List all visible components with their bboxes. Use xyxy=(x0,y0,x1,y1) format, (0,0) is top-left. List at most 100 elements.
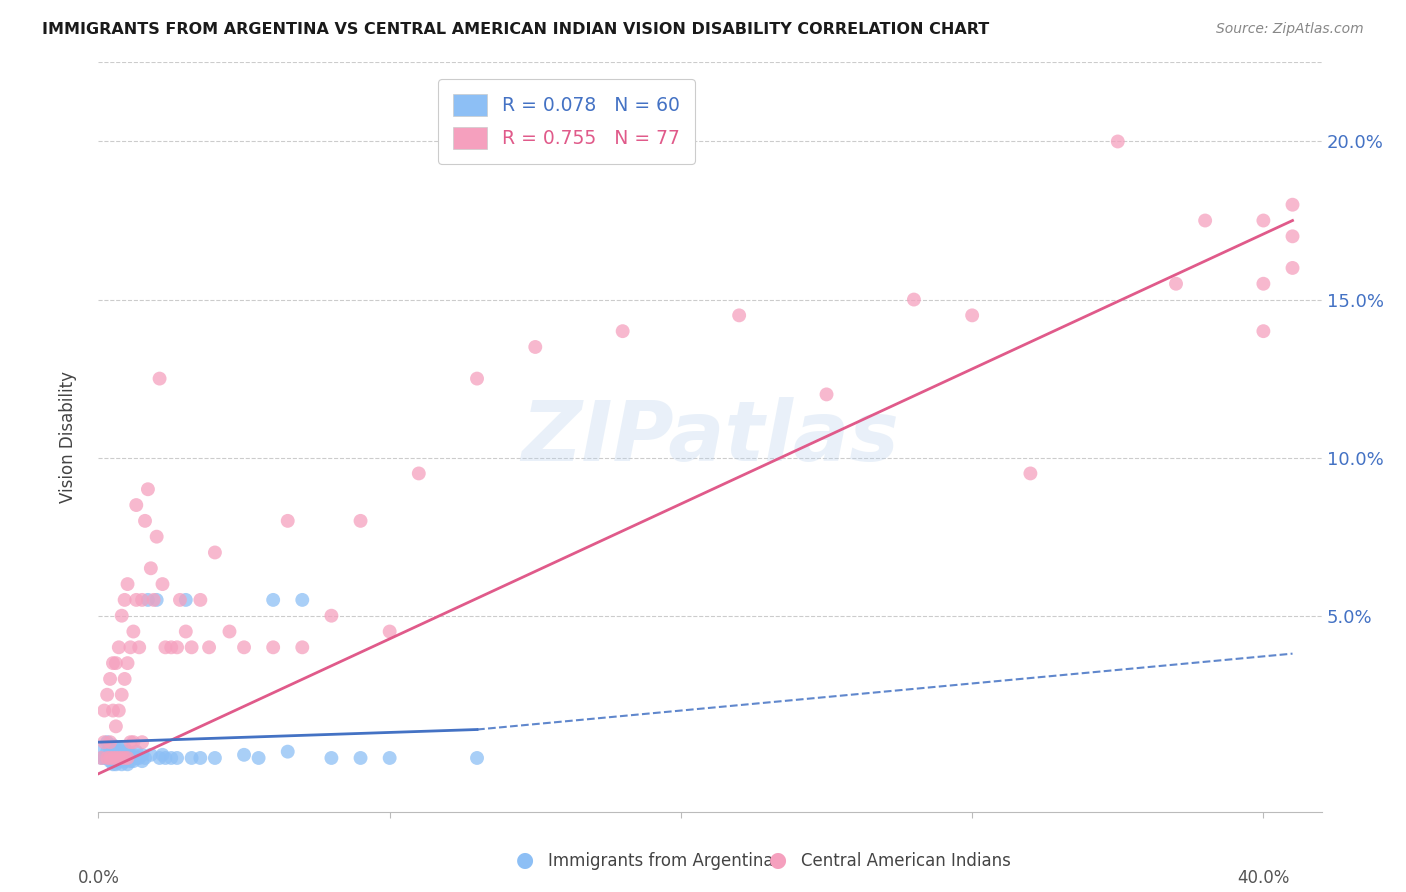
Point xyxy=(111,751,134,765)
Point xyxy=(321,751,343,765)
Point xyxy=(160,751,183,765)
Point xyxy=(96,688,118,702)
Point xyxy=(349,751,371,765)
Point xyxy=(728,309,751,323)
Text: Immigrants from Argentina: Immigrants from Argentina xyxy=(548,852,773,870)
Legend: R = 0.078   N = 60, R = 0.755   N = 77: R = 0.078 N = 60, R = 0.755 N = 77 xyxy=(439,79,695,164)
Point xyxy=(134,751,156,765)
Point xyxy=(131,754,153,768)
Point xyxy=(108,754,131,768)
Point xyxy=(114,593,136,607)
Point xyxy=(114,754,136,768)
Point xyxy=(117,751,139,765)
Point xyxy=(145,530,167,544)
Point xyxy=(155,751,177,765)
Point xyxy=(1019,467,1042,481)
Point xyxy=(125,751,148,765)
Point xyxy=(128,751,150,765)
Point xyxy=(104,719,127,733)
Point xyxy=(104,757,127,772)
Point xyxy=(1253,324,1275,338)
Point xyxy=(93,751,115,765)
Point xyxy=(142,593,165,607)
Point xyxy=(903,293,925,307)
Point xyxy=(120,735,142,749)
Point xyxy=(104,747,127,762)
Point xyxy=(114,747,136,762)
Point xyxy=(108,751,131,765)
Point xyxy=(233,747,256,762)
Point xyxy=(125,498,148,512)
Text: ●: ● xyxy=(769,850,787,870)
Point xyxy=(120,747,142,762)
Point xyxy=(96,745,118,759)
Point xyxy=(120,754,142,768)
Point xyxy=(378,624,401,639)
Point xyxy=(524,340,547,354)
Text: 40.0%: 40.0% xyxy=(1237,869,1289,887)
Point xyxy=(204,545,226,559)
Point xyxy=(166,751,188,765)
Point xyxy=(136,593,159,607)
Point xyxy=(104,751,127,765)
Point xyxy=(291,593,314,607)
Point xyxy=(152,747,174,762)
Point xyxy=(101,751,124,765)
Y-axis label: Vision Disability: Vision Disability xyxy=(59,371,77,503)
Text: IMMIGRANTS FROM ARGENTINA VS CENTRAL AMERICAN INDIAN VISION DISABILITY CORRELATI: IMMIGRANTS FROM ARGENTINA VS CENTRAL AME… xyxy=(42,22,990,37)
Point xyxy=(465,371,488,385)
Point xyxy=(169,593,191,607)
Point xyxy=(815,387,838,401)
Point xyxy=(131,747,153,762)
Point xyxy=(1164,277,1187,291)
Point xyxy=(114,751,136,765)
Point xyxy=(101,704,124,718)
Point xyxy=(111,757,134,772)
Point xyxy=(117,751,139,765)
Point xyxy=(98,754,121,768)
Point xyxy=(131,735,153,749)
Point xyxy=(1281,229,1303,244)
Text: 0.0%: 0.0% xyxy=(77,869,120,887)
Point xyxy=(1281,260,1303,275)
Point xyxy=(101,751,124,765)
Point xyxy=(90,751,112,765)
Point xyxy=(139,561,162,575)
Point xyxy=(108,747,131,762)
Point xyxy=(98,741,121,756)
Text: Source: ZipAtlas.com: Source: ZipAtlas.com xyxy=(1216,22,1364,37)
Point xyxy=(114,672,136,686)
Point xyxy=(174,624,197,639)
Point xyxy=(96,751,118,765)
Point xyxy=(160,640,183,655)
Point xyxy=(108,741,131,756)
Point xyxy=(104,751,127,765)
Point xyxy=(96,751,118,765)
Point xyxy=(1253,277,1275,291)
Point xyxy=(188,593,212,607)
Point xyxy=(262,640,284,655)
Point xyxy=(101,757,124,772)
Point xyxy=(96,735,118,749)
Point xyxy=(111,745,134,759)
Point xyxy=(93,704,115,718)
Point xyxy=(117,745,139,759)
Point xyxy=(321,608,343,623)
Point xyxy=(120,640,142,655)
Point xyxy=(90,751,112,765)
Point xyxy=(98,672,121,686)
Point xyxy=(233,640,256,655)
Point xyxy=(101,739,124,753)
Point xyxy=(136,482,159,496)
Point xyxy=(122,624,145,639)
Point xyxy=(218,624,240,639)
Point xyxy=(349,514,371,528)
Point xyxy=(111,688,134,702)
Point xyxy=(111,751,134,765)
Point xyxy=(134,514,156,528)
Point xyxy=(291,640,314,655)
Text: ZIPatlas: ZIPatlas xyxy=(522,397,898,477)
Point xyxy=(378,751,401,765)
Point xyxy=(122,735,145,749)
Point xyxy=(1281,197,1303,211)
